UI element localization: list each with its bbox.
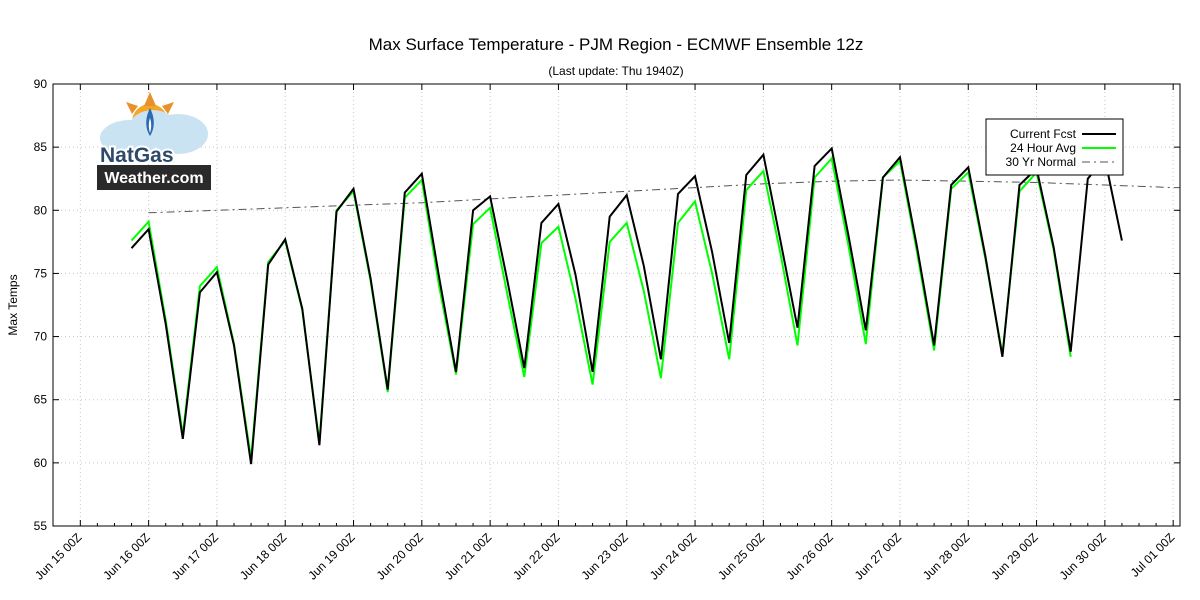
x-tick-label: Jun 24 00Z [647,530,699,582]
y-tick-label: 80 [34,203,48,217]
x-tick-label: Jun 29 00Z [988,530,1040,582]
svg-text:NatGas: NatGas [100,144,174,167]
x-tick-label: Jun 27 00Z [852,530,904,582]
x-tick-label: Jun 19 00Z [305,530,357,582]
x-tick-label: Jun 30 00Z [1057,530,1109,582]
chart-title: Max Surface Temperature - PJM Region - E… [369,35,864,54]
y-tick-label: 55 [34,519,48,533]
x-tick-label: Jun 18 00Z [237,530,289,582]
chart-subtitle: (Last update: Thu 1940Z) [548,64,683,78]
legend-label: Current Fcst [1010,127,1077,141]
cloud-icon [100,110,208,156]
y-tick-label: 60 [34,456,48,470]
x-tick-label: Jun 23 00Z [579,530,631,582]
y-tick-label: 75 [34,266,48,280]
series-line-2 [148,179,1180,214]
y-tick-label: 85 [34,140,48,154]
plot-frame [52,83,1181,527]
x-tick-label: Jun 17 00Z [169,530,221,582]
y-tick-label: 90 [34,77,48,91]
x-tick-label: Jun 25 00Z [715,530,767,582]
series-line-0 [130,146,1123,465]
legend-label: 30 Yr Normal [1006,155,1076,169]
x-tick-label: Jun 21 00Z [442,530,494,582]
x-tick-label: Jun 15 00Z [32,530,84,582]
y-tick-label: 70 [34,330,48,344]
series-layer [130,146,1180,465]
x-tick-label: Jun 16 00Z [100,530,152,582]
svg-text:Weather.com: Weather.com [104,170,203,187]
x-tick-label: Jun 28 00Z [920,530,972,582]
x-tick-label: Jun 20 00Z [374,530,426,582]
legend-label: 24 Hour Avg [1010,141,1076,155]
series-line-1 [130,156,1072,460]
grid [53,83,1180,527]
x-tick-label: Jun 22 00Z [510,530,562,582]
gas-flame-icon [146,108,154,136]
y-axis-label: Max Temps [6,274,20,335]
y-tick-label: 65 [34,393,48,407]
x-tick-label: Jun 26 00Z [783,530,835,582]
x-tick-label: Jul 01 00Z [1128,530,1178,580]
natgasweather-logo: NatGas Weather.com [97,92,211,190]
